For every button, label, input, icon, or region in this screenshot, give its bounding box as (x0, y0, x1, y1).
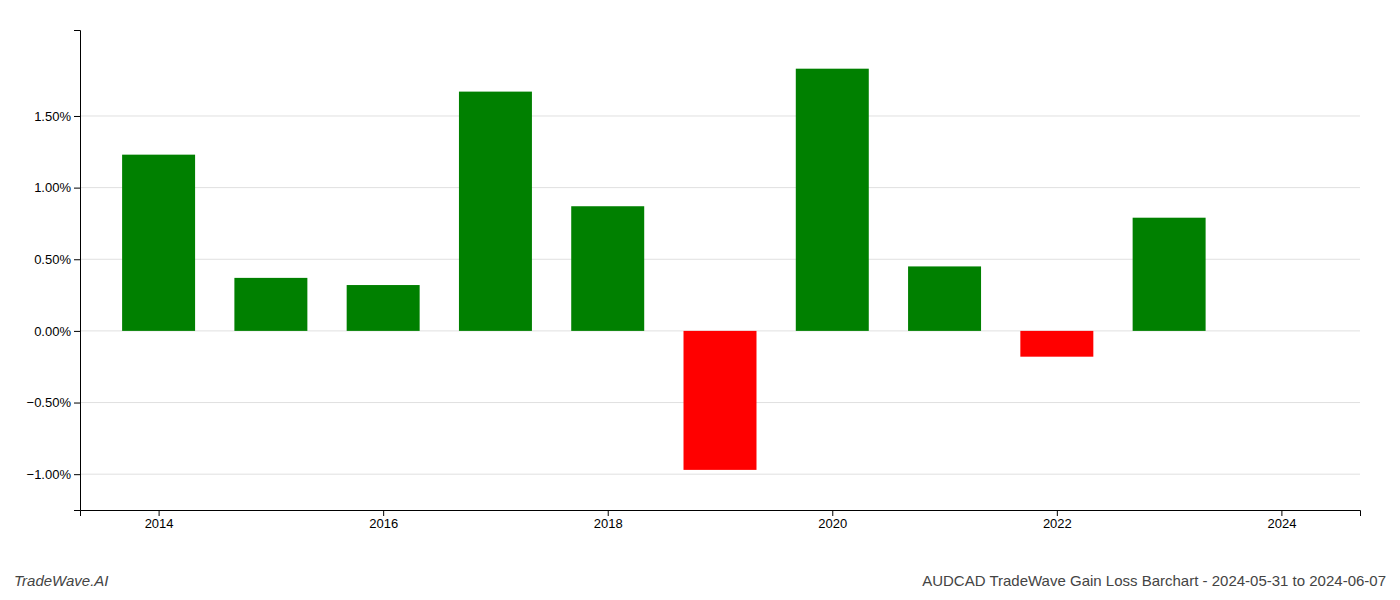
tick-label: −0.50% (27, 395, 72, 410)
tick-mark (74, 331, 80, 332)
bar (459, 92, 532, 331)
tick-label: 2022 (1043, 516, 1072, 531)
tick: −1.00% (27, 467, 80, 482)
tick-label: 1.50% (34, 109, 71, 124)
bars (122, 69, 1206, 470)
tick-mark (608, 510, 609, 516)
bar (234, 278, 307, 331)
tick-label: 2018 (594, 516, 623, 531)
tick-label: 2014 (145, 516, 174, 531)
tick-mark (832, 510, 833, 516)
tick-label: −1.00% (27, 467, 72, 482)
title: AUDCAD TradeWave Gain Loss Barchart - 20… (922, 572, 1386, 589)
chart: −1.00% −0.50% 0.00% 0.50% 1.00% 1.50% 2014 2016… (0, 0, 1400, 600)
bar (347, 285, 420, 331)
plot: −1.00% −0.50% 0.00% 0.50% 1.00% 1.50% 2014 2016… (27, 31, 1361, 532)
bar (1133, 218, 1206, 331)
watermark: TradeWave.AI (14, 572, 108, 589)
tick: 2018 (594, 510, 623, 531)
tick: 2014 (145, 510, 174, 531)
grid (80, 116, 1360, 474)
tick-label: 2016 (369, 516, 398, 531)
bar (122, 155, 195, 331)
bar (571, 206, 644, 331)
tick: 1.50% (34, 109, 80, 124)
tick-mark (74, 188, 80, 189)
bar (1020, 331, 1093, 357)
grid-line (80, 115, 1360, 116)
tick-mark (1057, 510, 1058, 516)
bar (684, 331, 757, 470)
tick: 2016 (369, 510, 398, 531)
tick-mark (74, 474, 80, 475)
tick-mark (383, 510, 384, 516)
axis-line (74, 31, 81, 511)
tick: 2022 (1043, 510, 1072, 531)
axis-line (81, 511, 1361, 517)
tick-label: 2024 (1267, 516, 1296, 531)
tick-label: 2020 (818, 516, 847, 531)
tick-mark (74, 403, 80, 404)
grid-line (80, 474, 1360, 475)
y-axis: −1.00% −0.50% 0.00% 0.50% 1.00% 1.50% (27, 31, 81, 511)
tick-label: 0.50% (34, 252, 71, 267)
tick: 0.00% (34, 324, 80, 339)
grid-line (80, 187, 1360, 188)
tick-mark (1281, 510, 1282, 516)
bar (796, 69, 869, 331)
x-axis: 2014 2016 2018 2020 2022 2024 (81, 510, 1361, 531)
tick: 2020 (818, 510, 847, 531)
tick: −0.50% (27, 395, 80, 410)
tick-label: 1.00% (34, 180, 71, 195)
tick-label: 0.00% (34, 324, 71, 339)
tick-mark (159, 510, 160, 516)
tick: 0.50% (34, 252, 80, 267)
tick: 2024 (1267, 510, 1296, 531)
tick-mark (74, 259, 80, 260)
bar (908, 266, 981, 330)
tick-mark (74, 116, 80, 117)
tick: 1.00% (34, 180, 80, 195)
